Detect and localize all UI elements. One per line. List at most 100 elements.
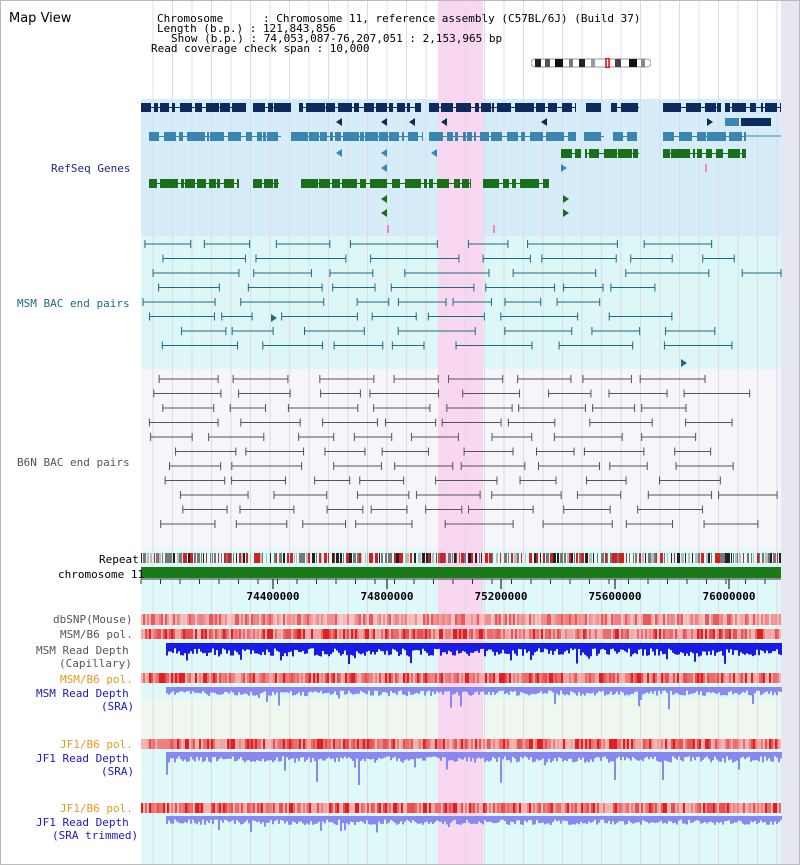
depth-bar (444, 643, 446, 653)
heat-cell (711, 673, 713, 683)
msm-bac-end-pairs-label[interactable]: MSM BAC end pairs (17, 297, 130, 310)
depth-bar (700, 816, 702, 824)
gene-exon (407, 103, 410, 112)
depth-bar (490, 687, 492, 695)
depth-bar (564, 816, 566, 821)
heat-cell (773, 739, 775, 749)
b6n-bac-end-pairs-label[interactable]: B6N BAC end pairs (17, 456, 130, 469)
heat-cell (277, 629, 279, 639)
heat-cell (419, 629, 421, 639)
depth-bar (416, 643, 418, 650)
depth-bar (450, 752, 452, 760)
heat-cell (187, 803, 189, 813)
heat-cell (383, 614, 385, 625)
heat-cell (231, 629, 233, 639)
heat-cell (169, 629, 171, 639)
heat-cell (321, 629, 323, 639)
gene-arrow (271, 314, 277, 322)
heat-cell (163, 629, 165, 639)
heat-cell (465, 803, 467, 813)
depth-bar (338, 816, 340, 820)
heat-cell (323, 673, 325, 683)
heat-cell (291, 673, 293, 683)
heat-cell (697, 629, 699, 639)
depth-bar (294, 816, 296, 823)
heat-cell (149, 614, 151, 625)
depth-bar (726, 643, 728, 650)
depth-bar (620, 687, 622, 692)
depth-bar (340, 687, 342, 691)
depth-bar (510, 687, 512, 692)
heat-cell (305, 629, 307, 639)
heat-cell (329, 614, 331, 625)
heat-cell (713, 673, 715, 683)
repeat-element (615, 553, 618, 563)
repeat-element (479, 553, 480, 563)
heat-cell (485, 803, 487, 813)
depth-bar (240, 752, 242, 757)
heat-cell (217, 614, 219, 625)
repeat-element (328, 553, 329, 563)
depth-bar (716, 752, 718, 760)
depth-bar (224, 687, 226, 692)
heat-cell (209, 673, 211, 683)
heat-cell (677, 673, 679, 683)
depth-bar (370, 687, 372, 696)
heat-cell (591, 803, 593, 813)
depth-bar (574, 687, 576, 694)
heat-cell (591, 673, 593, 683)
heat-cell (561, 629, 563, 639)
repeat-element (703, 553, 704, 563)
heat-cell (421, 614, 423, 625)
depth-bar (544, 687, 546, 694)
repeat-element (593, 553, 594, 563)
heat-cell (145, 614, 147, 625)
heat-cell (639, 803, 641, 813)
gene-exon (326, 103, 335, 112)
depth-bar (170, 752, 172, 759)
depth-bar (542, 643, 544, 653)
depth-bar (266, 687, 268, 702)
heat-cell (327, 739, 329, 749)
depth-bar (308, 752, 310, 758)
heat-cell (249, 673, 251, 683)
depth-bar (764, 752, 766, 757)
depth-bar (732, 816, 734, 824)
depth-bar (268, 687, 270, 696)
depth-bar (214, 752, 216, 757)
heat-cell (473, 673, 475, 683)
repeat-element (390, 553, 392, 563)
heat-cell (757, 614, 759, 625)
depth-bar (754, 687, 756, 694)
depth-bar (602, 752, 604, 758)
repeat-element (319, 553, 322, 563)
heat-cell (749, 803, 751, 813)
depth-bar (566, 752, 568, 761)
heat-cell (387, 629, 389, 639)
depth-bar (704, 643, 706, 652)
heat-cell (669, 673, 671, 683)
heat-cell (719, 673, 721, 683)
gene-exon (379, 132, 388, 141)
heat-cell (639, 629, 641, 639)
depth-bar (726, 687, 728, 696)
depth-bar (252, 752, 254, 762)
depth-bar (560, 816, 562, 824)
depth-bar (494, 687, 496, 695)
refseq-genes-label[interactable]: RefSeq Genes (51, 162, 131, 175)
heat-cell (227, 614, 229, 625)
heat-cell (395, 803, 397, 813)
heat-cell (409, 739, 411, 749)
heat-cell (629, 739, 631, 749)
repeat-element (159, 553, 161, 563)
depth-bar (560, 687, 562, 691)
heat-cell (177, 673, 179, 683)
depth-bar (166, 643, 168, 656)
chromosome-ideogram[interactable] (530, 53, 652, 69)
heat-cell (499, 803, 501, 813)
depth-bar (182, 752, 184, 762)
gene-exon (462, 179, 469, 188)
heat-cell (545, 739, 547, 749)
heat-cell (351, 673, 353, 683)
